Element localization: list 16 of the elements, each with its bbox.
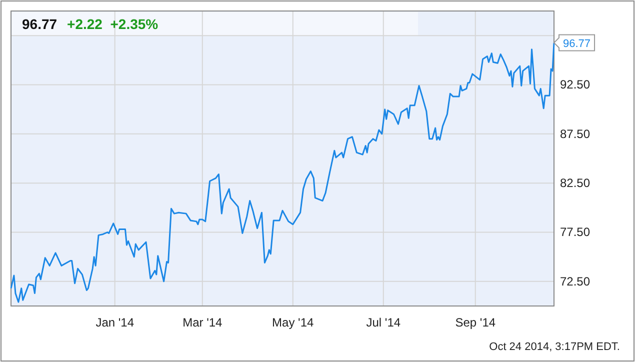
chart-title: 96.77 <box>22 16 58 32</box>
y-tick-label: 72.50 <box>560 274 590 288</box>
x-tick-label: Sep '14 <box>455 316 496 330</box>
x-tick-label: Jul '14 <box>366 316 401 330</box>
text: Oct 24 2014, 3:17PM EDT. <box>489 341 620 353</box>
annotation: 96.77 <box>563 38 591 50</box>
y-tick-label: 82.50 <box>560 176 590 190</box>
callout-box: 96.77 <box>553 34 596 52</box>
y-tick-label: 77.50 <box>560 225 590 240</box>
x-tick-label: Jan '14 <box>96 316 134 330</box>
y-tick-label: 87.50 <box>560 126 590 141</box>
line-series <box>10 42 555 303</box>
chart-subtitle: +2.22 +2.35% <box>67 16 159 32</box>
x-tick-label: Mar '14 <box>182 316 223 330</box>
y-tick-label: 92.50 <box>560 78 590 92</box>
x-tick-label: May '14 <box>272 316 314 330</box>
